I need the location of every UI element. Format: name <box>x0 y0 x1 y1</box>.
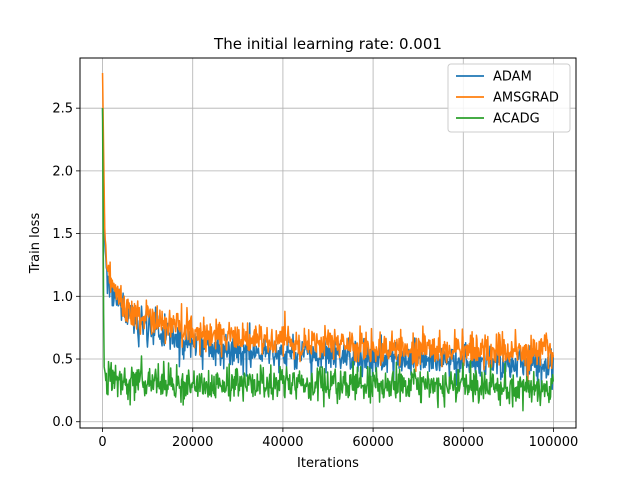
plot-frame <box>79 57 577 429</box>
x-tick-label: 0 <box>98 435 106 450</box>
legend-box <box>447 63 571 133</box>
series-line-amsgrad <box>101 73 555 383</box>
y-tick-label: 2.0 <box>52 164 73 179</box>
x-tick-label: 60000 <box>352 435 393 450</box>
axis-ticks: 0 20000 40000 60000 80000 100000 0.0 0.5 1.0 1.5 2… <box>52 102 578 450</box>
x-tick-label: 20000 <box>172 435 213 450</box>
x-tick-label: 100000 <box>529 435 579 450</box>
y-tick-label: 0.5 <box>52 353 73 368</box>
legend-label: ADAM <box>493 70 532 85</box>
y-tick-label: 1.5 <box>52 227 73 242</box>
y-tick-label: 1.0 <box>52 290 73 305</box>
y-axis-label: Train loss <box>28 213 43 275</box>
series-line-acadg <box>101 108 555 412</box>
legend: ADAM AMSGRAD ACADG <box>447 63 571 133</box>
x-tick-label: 40000 <box>262 435 303 450</box>
y-tick-label: 2.5 <box>52 102 73 117</box>
chart-title: The initial learning rate: 0.001 <box>213 35 442 53</box>
legend-label: ACADG <box>493 112 540 127</box>
legend-label: AMSGRAD <box>493 91 559 106</box>
y-tick-label: 0.0 <box>52 415 73 430</box>
x-axis-label: Iterations <box>297 456 359 471</box>
series-layer <box>101 73 555 412</box>
x-tick-label: 80000 <box>443 435 484 450</box>
grid-lines <box>80 58 576 428</box>
